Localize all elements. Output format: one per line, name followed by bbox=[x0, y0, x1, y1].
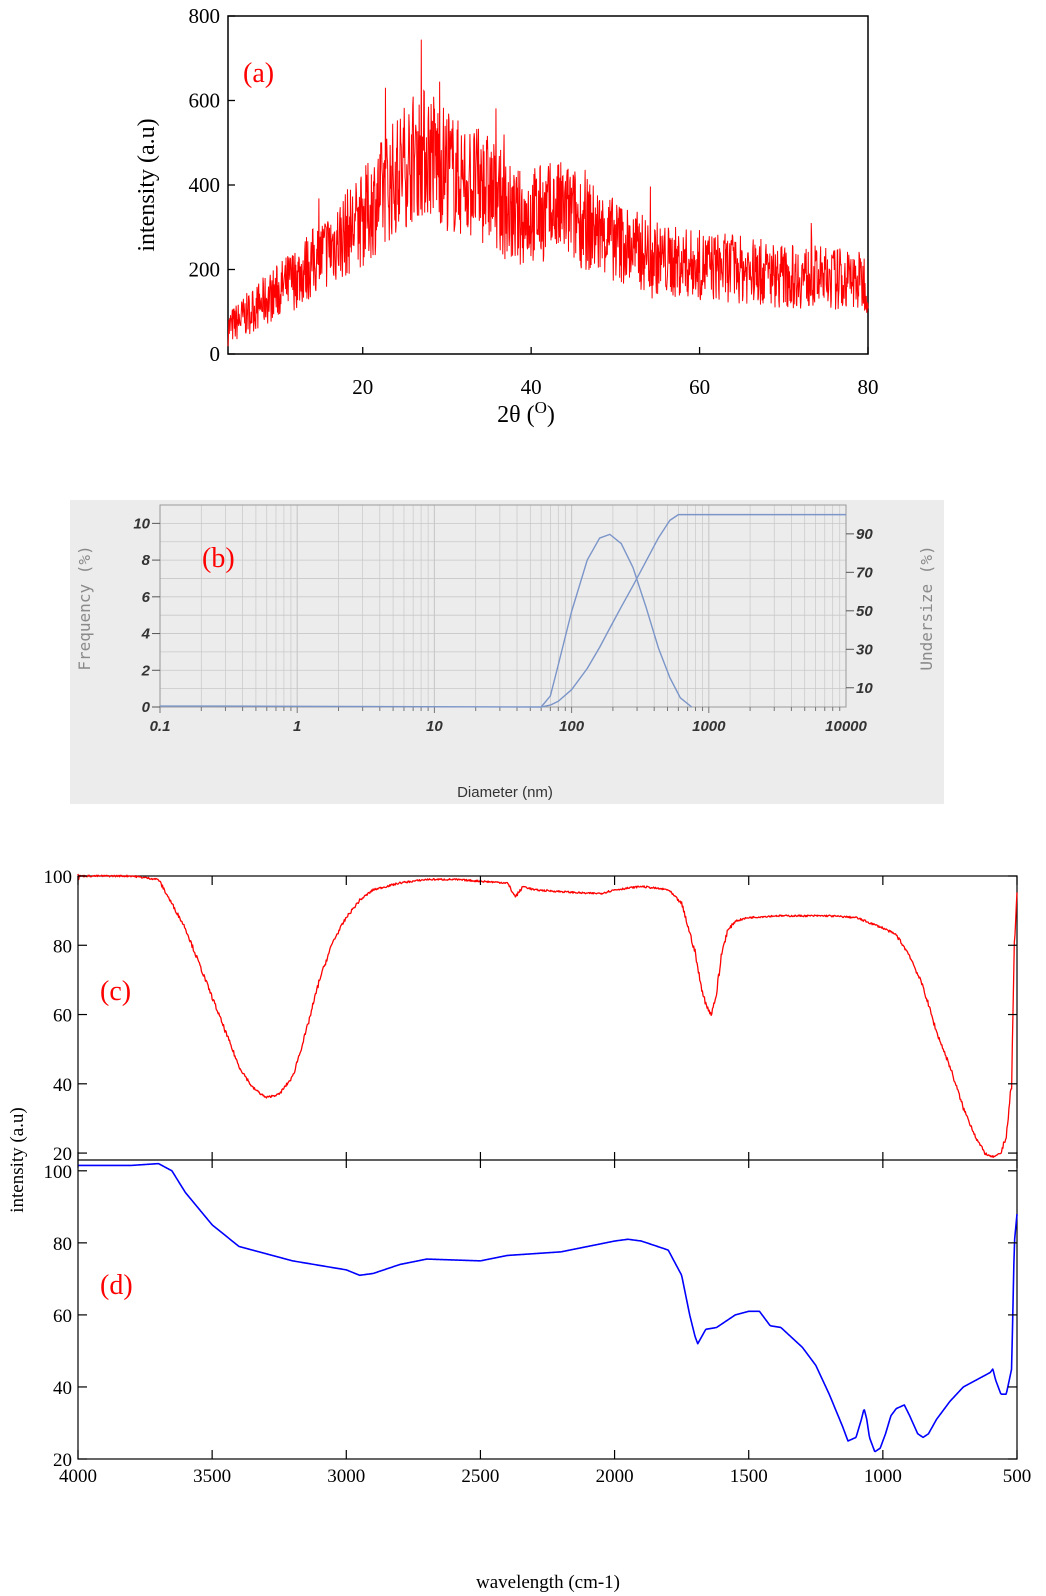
ftir-x-tick-label: 2500 bbox=[461, 1466, 499, 1487]
dls-y2-tick-label: 50 bbox=[856, 603, 873, 620]
ftir-x-axis-label: wavelength (cm-1) bbox=[476, 1572, 620, 1593]
ftir-d-data-layer bbox=[77, 1162, 1018, 1453]
dls-frequency-line bbox=[160, 533, 693, 708]
dls-y-tick-label: 4 bbox=[141, 626, 151, 643]
ftir-d-series-line bbox=[77, 1162, 1018, 1453]
xrd-y-axis-label: intensity (a.u) bbox=[134, 118, 160, 251]
dls-y2-axis-label: Undersize (%) bbox=[917, 545, 936, 670]
dls-y-tick-label: 8 bbox=[142, 552, 151, 569]
ftir-x-tick-label: 1000 bbox=[864, 1466, 902, 1487]
dls-y-tick-label: 0 bbox=[142, 699, 151, 716]
xrd-y-tick-label: 800 bbox=[189, 4, 221, 28]
dls-x-tick-label: 1000 bbox=[692, 718, 726, 735]
ftir-c-data-layer bbox=[77, 873, 1018, 1158]
dls-x-tick-label: 1 bbox=[293, 718, 301, 735]
dls-axes: 0 2 4 6 8 10 10 30 50 70 90 0.1 1 10 100 1000 10000 bbox=[133, 515, 873, 735]
dls-y-tick-label: 6 bbox=[142, 589, 151, 606]
dls-data-layer bbox=[160, 513, 846, 708]
xrd-x-tick-label: 20 bbox=[352, 375, 373, 399]
ftir-x-tick-label: 500 bbox=[1003, 1466, 1032, 1487]
xrd-panel-label: (a) bbox=[243, 58, 274, 89]
ftir-x-tick-label: 4000 bbox=[59, 1466, 97, 1487]
dls-y-tick-label: 2 bbox=[141, 662, 151, 679]
dls-undersize-line bbox=[541, 513, 846, 708]
dls-y-axis-label: Frequency (%) bbox=[75, 545, 94, 670]
dls-x-tick-label: 10000 bbox=[825, 718, 867, 735]
dls-y2-tick-label: 30 bbox=[856, 641, 873, 658]
xrd-y-tick-label: 600 bbox=[189, 89, 221, 113]
ftir-d-y-tick-label: 20 bbox=[53, 1450, 72, 1471]
ftir-c-panel-label: (c) bbox=[100, 976, 131, 1007]
ftir-d-y-tick-label: 100 bbox=[44, 1162, 73, 1183]
ftir-d-panel-label: (d) bbox=[100, 1270, 133, 1301]
xrd-y-tick-label: 200 bbox=[189, 258, 221, 282]
ftir-y-axis-label: intensity (a.u) bbox=[7, 1107, 28, 1213]
dls-x-axis-label: Diameter (nm) bbox=[457, 784, 553, 801]
dls-x-tick-label: 0.1 bbox=[150, 718, 171, 735]
ftir-panel: 4000 3500 3000 2500 2000 1500 1000 500 20 40 60 80 1… bbox=[7, 867, 1031, 1593]
ftir-c-y-tick-label: 20 bbox=[53, 1144, 72, 1165]
ftir-c-y-tick-label: 60 bbox=[53, 1006, 72, 1027]
ftir-d-y-tick-label: 40 bbox=[53, 1378, 72, 1399]
ftir-d-y-tick-label: 80 bbox=[53, 1234, 72, 1255]
xrd-x-axis-label: 2θ (O) bbox=[497, 398, 555, 429]
ftir-c-y-tick-label: 100 bbox=[44, 867, 73, 888]
xrd-y-tick-label: 0 bbox=[210, 342, 221, 366]
ftir-axes: 4000 3500 3000 2500 2000 1500 1000 500 20 40 60 80 1… bbox=[44, 867, 1032, 1487]
ftir-c-y-tick-label: 80 bbox=[53, 936, 72, 957]
dls-grid bbox=[159, 504, 846, 708]
xrd-x-tick-label: 80 bbox=[858, 375, 879, 399]
dls-y2-tick-label: 90 bbox=[856, 526, 873, 543]
xrd-data-layer bbox=[227, 39, 869, 347]
xrd-series-line bbox=[227, 39, 869, 347]
dls-x-tick-label: 100 bbox=[559, 718, 585, 735]
dls-panel-label: (b) bbox=[202, 543, 235, 574]
dls-y2-tick-label: 70 bbox=[856, 564, 873, 581]
ftir-d-y-tick-label: 60 bbox=[53, 1306, 72, 1327]
ftir-plot-frame bbox=[77, 875, 1018, 1460]
ftir-x-tick-label: 2000 bbox=[596, 1466, 634, 1487]
ftir-x-tick-label: 3500 bbox=[193, 1466, 231, 1487]
dls-y2-tick-label: 10 bbox=[856, 680, 873, 697]
dls-x-tick-label: 10 bbox=[426, 718, 443, 735]
xrd-y-tick-label: 400 bbox=[189, 173, 221, 197]
xrd-x-tick-label: 40 bbox=[521, 375, 542, 399]
ftir-c-series-line bbox=[77, 873, 1018, 1158]
ftir-c-y-tick-label: 40 bbox=[53, 1075, 72, 1096]
dls-y-tick-label: 10 bbox=[133, 515, 150, 532]
ftir-x-tick-label: 1500 bbox=[730, 1466, 768, 1487]
ftir-x-tick-label: 3000 bbox=[327, 1466, 365, 1487]
xrd-x-tick-label: 60 bbox=[689, 375, 710, 399]
